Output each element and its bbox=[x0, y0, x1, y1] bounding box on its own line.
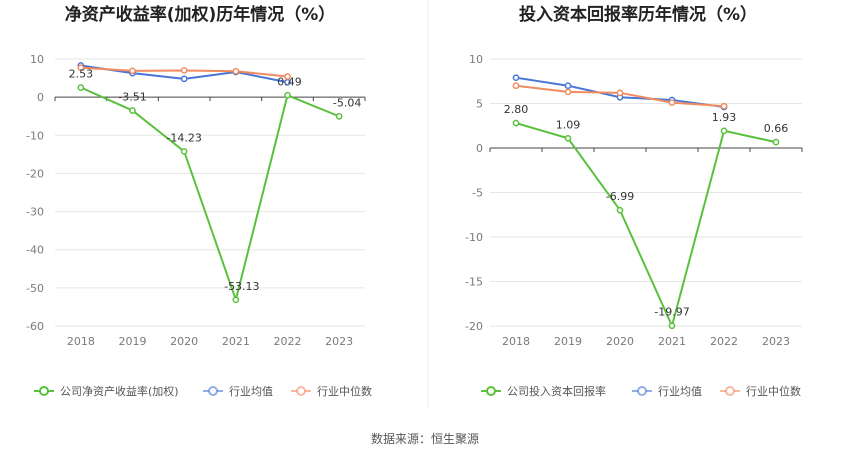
chart2-y-tick-label: -20 bbox=[465, 320, 483, 333]
chart2-legend-swatch-marker bbox=[637, 386, 647, 396]
chart2-data-label: 1.09 bbox=[556, 118, 581, 131]
chart2-data-label: -6.99 bbox=[606, 190, 634, 203]
chart2-y-tick-label: -5 bbox=[472, 187, 483, 200]
chart1-legend-label: 行业中位数 bbox=[317, 384, 372, 398]
chart1-data-label: -14.23 bbox=[166, 131, 201, 144]
chart2-x-tick-label: 2021 bbox=[658, 335, 686, 348]
chart1-x-tick-label: 2019 bbox=[119, 335, 147, 348]
chart1-legend-label: 公司净资产收益率(加权) bbox=[60, 384, 179, 398]
chart2-x-tick-label: 2020 bbox=[606, 335, 634, 348]
chart2-series-point-3 bbox=[616, 89, 624, 97]
chart1-x-tick-label: 2023 bbox=[325, 335, 353, 348]
chart2-series-point-1 bbox=[564, 134, 572, 142]
chart2-series-point-3 bbox=[668, 99, 676, 106]
chart1-legend-swatch-marker bbox=[296, 386, 306, 396]
chart1-data-label: -5.04 bbox=[333, 96, 361, 109]
chart1-y-tick-label: -60 bbox=[26, 320, 44, 333]
chart1-series-point-3 bbox=[180, 67, 188, 74]
chart2-y-tick-label: -10 bbox=[465, 231, 483, 244]
chart1-x-tick-label: 2021 bbox=[222, 335, 250, 348]
chart1-x-tick-label: 2022 bbox=[274, 335, 302, 348]
chart2-series-point-2 bbox=[512, 74, 520, 82]
chart2-y-tick-label: 5 bbox=[476, 98, 483, 111]
chart1-series-point-3 bbox=[77, 64, 85, 72]
chart2-legend-swatch-marker bbox=[486, 386, 496, 396]
chart1-y-tick-label: -40 bbox=[26, 244, 44, 257]
chart1-x-tick-label: 2020 bbox=[170, 335, 198, 348]
chart1-series-point-2 bbox=[180, 75, 188, 83]
chart2-y-tick-label: 10 bbox=[469, 53, 483, 66]
chart1-legend-swatch-marker bbox=[39, 386, 49, 396]
chart2-legend-label: 公司投入资本回报率 bbox=[507, 384, 606, 398]
chart2-data-label: 0.66 bbox=[764, 122, 789, 135]
chart1-series-line-1 bbox=[80, 86, 340, 304]
chart2-series-point-1 bbox=[616, 206, 624, 214]
chart2-data-label: -19.97 bbox=[654, 306, 689, 319]
chart1-y-tick-label: -20 bbox=[26, 167, 44, 180]
chart2-series-point-3 bbox=[720, 102, 728, 110]
chart1-data-label: 2.53 bbox=[69, 67, 94, 80]
chart1-series-point-1 bbox=[284, 91, 291, 99]
chart1-y-tick-label: 10 bbox=[30, 53, 44, 66]
chart2-series-point-3 bbox=[564, 88, 572, 96]
chart1-series-point-1 bbox=[180, 148, 188, 155]
chart1-y-tick-label: -30 bbox=[26, 206, 44, 219]
chart2-legend-swatch-marker bbox=[725, 386, 735, 396]
chart2-y-tick-label: 0 bbox=[476, 142, 483, 155]
chart2-title: 投入资本回报率历年情况（%） bbox=[519, 4, 757, 25]
chart2-x-tick-label: 2019 bbox=[554, 335, 582, 348]
chart1-y-tick-label: -50 bbox=[26, 282, 44, 295]
chart1-title: 净资产收益率(加权)历年情况（%） bbox=[65, 4, 336, 25]
chart2-series-point-1 bbox=[720, 127, 728, 135]
chart2-data-label: 2.80 bbox=[504, 103, 529, 116]
chart1-y-tick-label: 0 bbox=[37, 91, 44, 104]
chart1-y-tick-label: -10 bbox=[26, 129, 44, 142]
chart2-series-point-1 bbox=[512, 119, 520, 127]
chart1-series-point-1 bbox=[232, 296, 240, 304]
chart1-legend-label: 行业均值 bbox=[229, 385, 273, 398]
chart1-series-point-3 bbox=[284, 73, 291, 80]
chart1-series-point-1 bbox=[129, 107, 136, 114]
chart2-series-point-2 bbox=[564, 82, 572, 90]
chart2-series-point-3 bbox=[512, 82, 520, 90]
chart1-data-label: -3.51 bbox=[118, 91, 146, 104]
chart2-x-tick-label: 2022 bbox=[710, 335, 738, 348]
chart1-x-tick-label: 2018 bbox=[67, 335, 95, 348]
chart1-series-point-1 bbox=[77, 84, 85, 91]
chart2-x-tick-label: 2023 bbox=[762, 335, 790, 348]
chart1-data-label: 0.49 bbox=[277, 75, 302, 88]
chart2-series-point-1 bbox=[772, 138, 780, 146]
chart2-series-line-1 bbox=[515, 122, 777, 329]
chart2-data-label: 1.93 bbox=[712, 111, 737, 124]
chart2-x-tick-label: 2018 bbox=[502, 335, 530, 348]
chart1-series-point-1 bbox=[335, 113, 343, 120]
chart2-series-point-1 bbox=[668, 322, 676, 330]
chart2-legend-label: 行业中位数 bbox=[746, 384, 801, 398]
chart2-y-tick-label: -15 bbox=[465, 276, 483, 289]
chart1-legend-swatch-marker bbox=[208, 386, 218, 396]
chart1-series-point-3 bbox=[129, 67, 136, 75]
chart1-series-point-3 bbox=[232, 67, 240, 75]
chart1-data-label: -53.13 bbox=[224, 280, 259, 293]
data-source-note: 数据来源：恒生聚源 bbox=[371, 431, 479, 446]
chart2-legend-label: 行业均值 bbox=[658, 385, 702, 398]
